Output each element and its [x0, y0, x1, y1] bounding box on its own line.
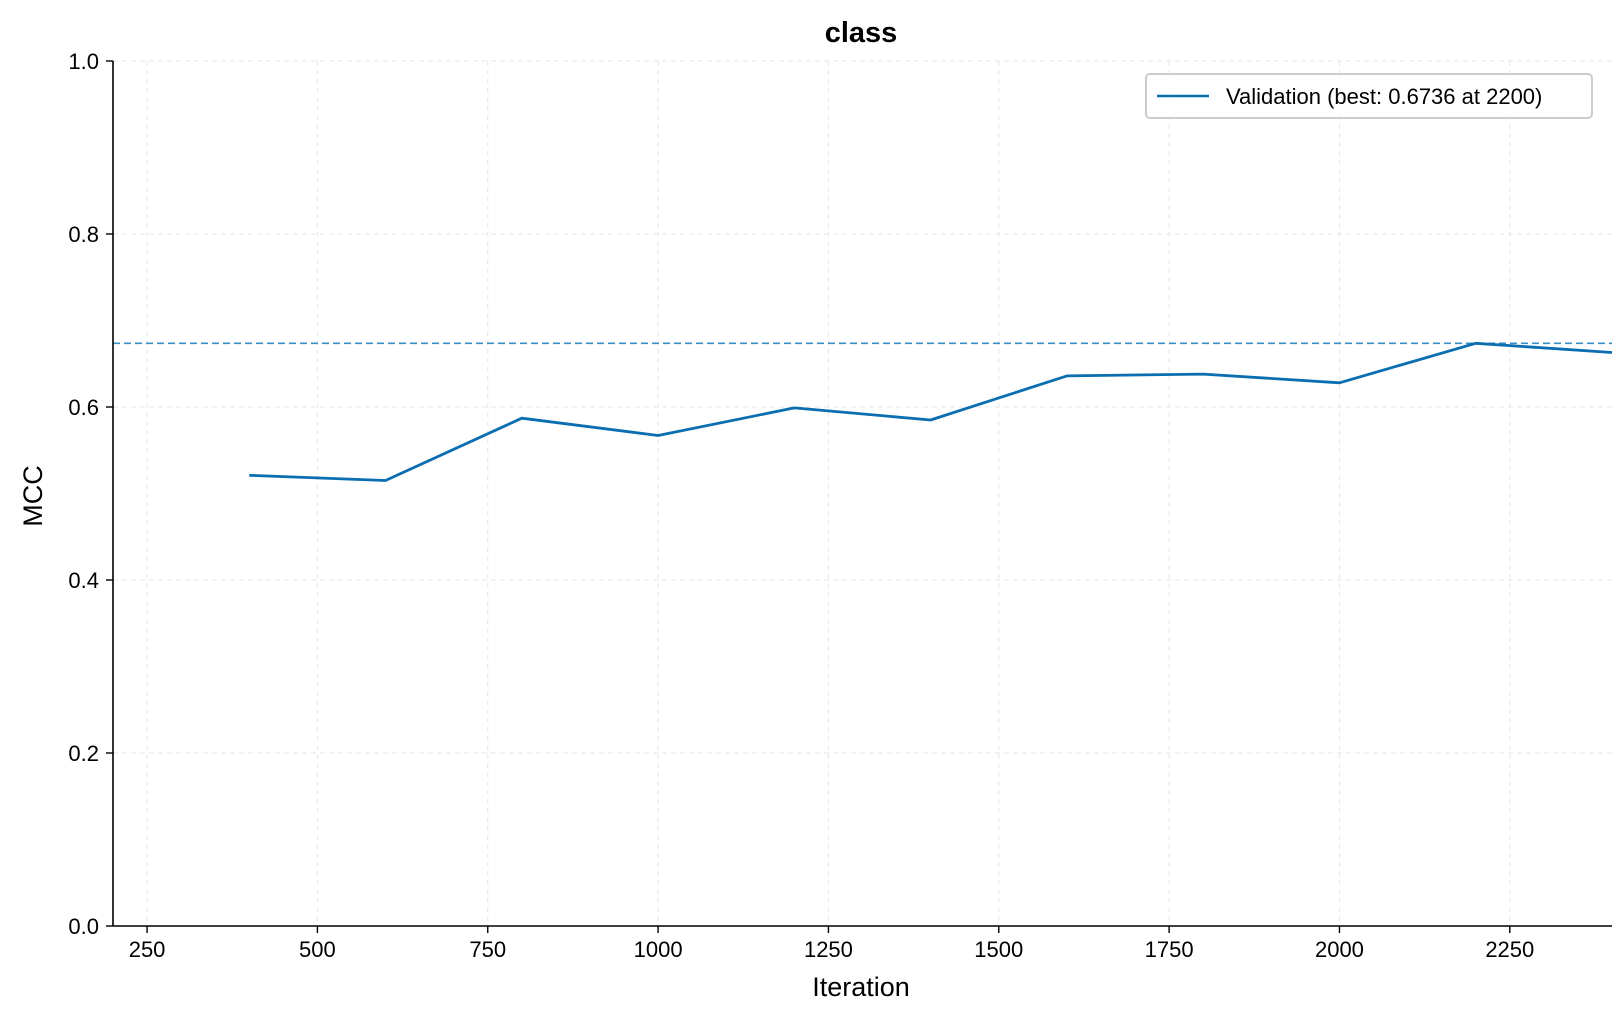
x-tick-label: 2250 [1485, 937, 1534, 962]
legend-box [1145, 73, 1593, 119]
x-tick-label: 1000 [634, 937, 683, 962]
y-ticks: 0.0 0.2 0.4 0.6 0.8 1.0 [68, 49, 113, 939]
x-tick-label: 1250 [804, 937, 853, 962]
y-tick-label: 0.8 [68, 222, 99, 247]
series-line-validation [249, 341, 1613, 482]
axes [112, 61, 1612, 927]
legend-label: Validation (best: 0.6736 at 2200) [1226, 84, 1542, 109]
x-axis-label: Iteration [812, 972, 910, 1002]
y-tick-label: 0.6 [68, 395, 99, 420]
x-tick-label: 500 [299, 937, 336, 962]
x-tick-label: 750 [469, 937, 506, 962]
series-lines [249, 341, 1613, 482]
x-ticks: 250 500 750 1000 1250 1500 1750 2000 2250 [129, 926, 1534, 962]
y-tick-label: 0.2 [68, 741, 99, 766]
y-tick-label: 1.0 [68, 49, 99, 74]
x-tick-label: 1500 [974, 937, 1023, 962]
legend: Validation (best: 0.6736 at 2200) [1145, 73, 1593, 119]
chart-title: class [825, 17, 898, 49]
y-tick-label: 0.4 [68, 568, 99, 593]
y-tick-label: 0.0 [68, 914, 99, 939]
x-tick-label: 1750 [1145, 937, 1194, 962]
x-tick-label: 2000 [1315, 937, 1364, 962]
x-tick-label: 250 [129, 937, 166, 962]
y-axis-label: MCC [18, 465, 48, 527]
